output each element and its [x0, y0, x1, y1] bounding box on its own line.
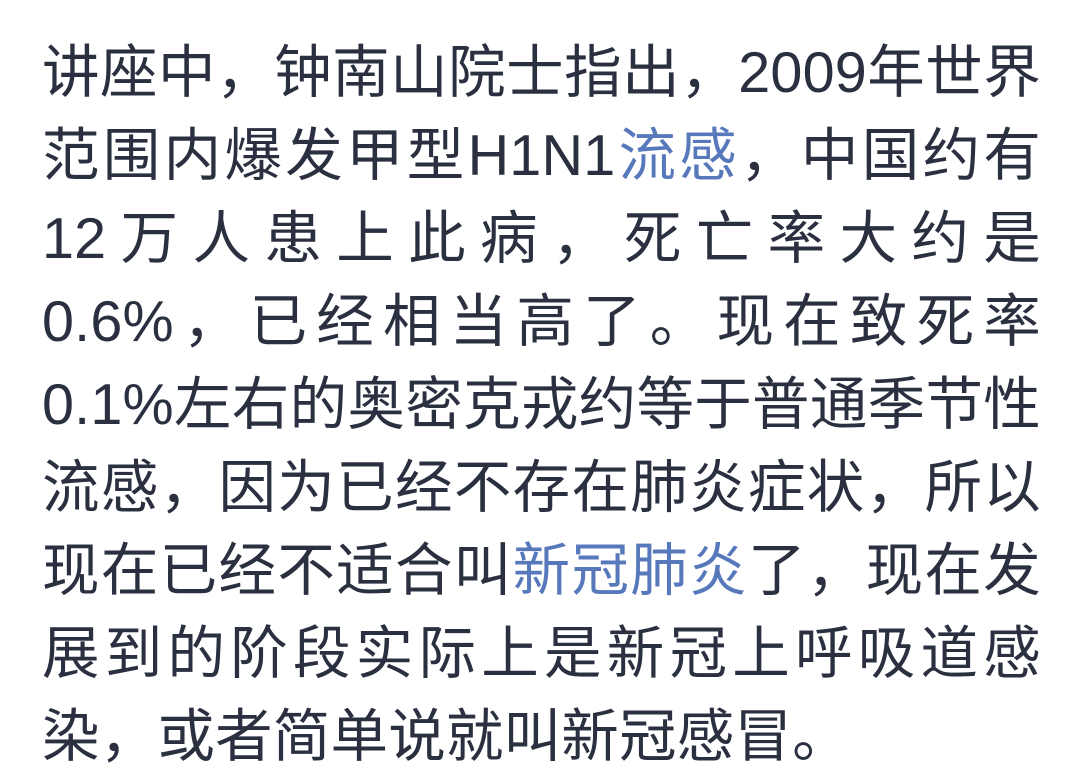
- keyword-link-covid-pneumonia[interactable]: 新冠肺炎: [512, 539, 748, 603]
- text-segment-middle: ，中国约有12万人患上此病，死亡率大约是0.6%，已经相当高了。现在致死率0.1…: [42, 124, 1042, 603]
- article-paragraph: 讲座中，钟南山院士指出，2009年世界范围内爆发甲型H1N1流感，中国约有12万…: [42, 32, 1041, 779]
- keyword-link-influenza[interactable]: 流感: [615, 124, 741, 188]
- text-segment-intro: 讲座中，钟南山院士指出，2009年世界范围内爆发甲型H1N1: [42, 41, 1041, 188]
- paragraph-text: 讲座中，钟南山院士指出，2009年世界范围内爆发甲型H1N1流感，中国约有12万…: [42, 32, 1041, 779]
- article-page: 讲座中，钟南山院士指出，2009年世界范围内爆发甲型H1N1流感，中国约有12万…: [42, 41, 1041, 769]
